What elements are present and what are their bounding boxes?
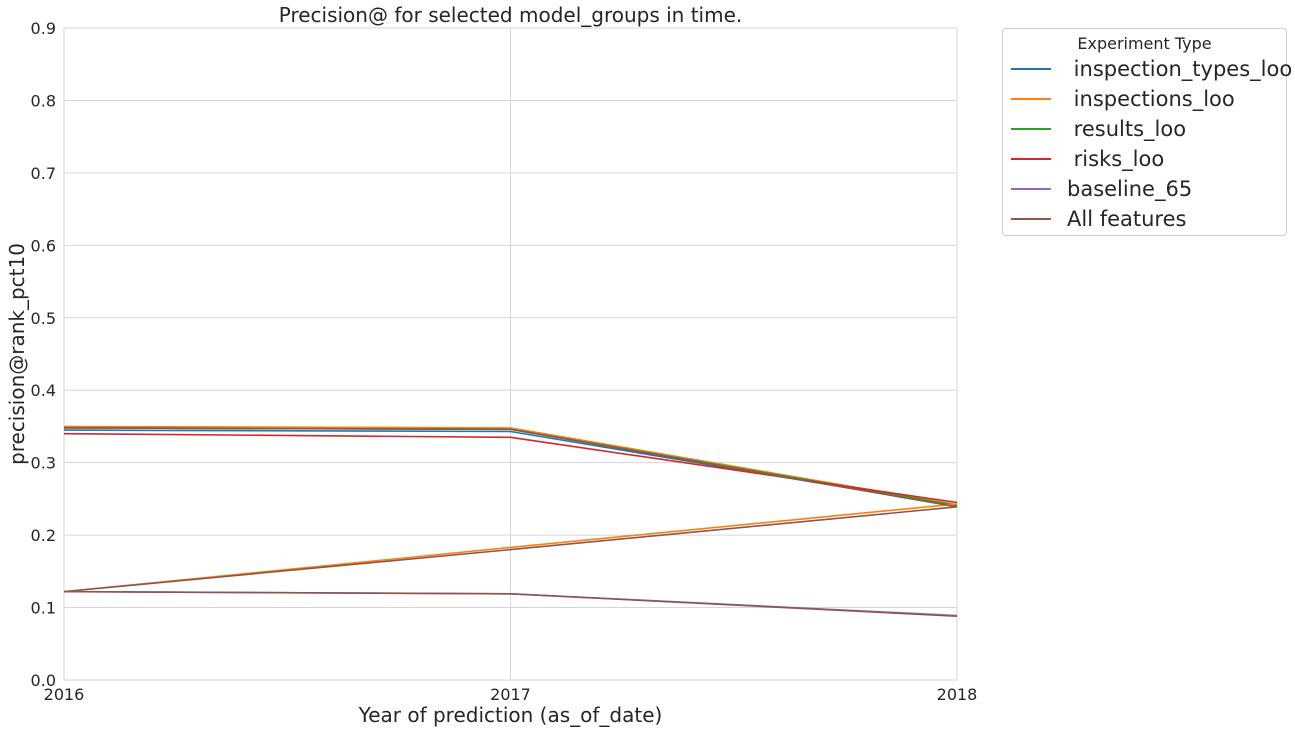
legend-swatch (1011, 128, 1051, 130)
y-axis-label: precision@rank_pct10 (5, 243, 29, 465)
y-tick-label: 0.7 (31, 164, 56, 183)
legend-swatch (1011, 158, 1051, 160)
legend-item: risks_loo (1011, 146, 1164, 172)
y-tick-label: 0.9 (31, 19, 56, 38)
legend-label: All features (1067, 207, 1187, 231)
chart-title: Precision@ for selected model_groups in … (279, 3, 743, 27)
series-line (63, 427, 958, 508)
legend-label: inspection_types_loo (1067, 57, 1293, 81)
legend-item: inspections_loo (1011, 86, 1235, 112)
legend-label: risks_loo (1067, 147, 1165, 171)
x-tick-label: 2016 (44, 685, 85, 704)
legend-title: Experiment Type (1077, 34, 1212, 53)
legend-swatch (1011, 68, 1051, 70)
y-tick-label: 0.1 (31, 599, 56, 618)
legend-item: All features (1011, 206, 1186, 232)
x-axis-label: Year of prediction (as_of_date) (358, 703, 663, 727)
legend-swatch (1011, 218, 1051, 220)
y-tick-label: 0.8 (31, 91, 56, 110)
y-tick-label: 0.4 (31, 381, 56, 400)
legend-item: results_loo (1011, 116, 1186, 142)
y-tick-label: 0.3 (31, 454, 56, 473)
legend-item: baseline_65 (1011, 176, 1192, 202)
legend-label: results_loo (1067, 117, 1187, 141)
y-tick-label: 0.6 (31, 236, 56, 255)
series-line (63, 425, 958, 506)
legend-item: inspection_types_loo (1011, 56, 1292, 82)
legend-swatch (1011, 98, 1051, 100)
y-tick-label: 0.2 (31, 526, 56, 545)
x-tick-label: 2018 (937, 685, 978, 704)
series-line (63, 590, 958, 618)
series-line (63, 506, 958, 593)
legend: Experiment Type inspection_types_loo ins… (1002, 28, 1292, 236)
legend-label: baseline_65 (1067, 177, 1193, 201)
legend-label: inspections_loo (1067, 87, 1235, 111)
y-tick-label: 0.5 (31, 309, 56, 328)
plot-frame (63, 27, 958, 681)
y-tick-label: 0.0 (31, 671, 56, 690)
x-tick-label: 2017 (490, 685, 531, 704)
legend-swatch (1011, 188, 1051, 190)
